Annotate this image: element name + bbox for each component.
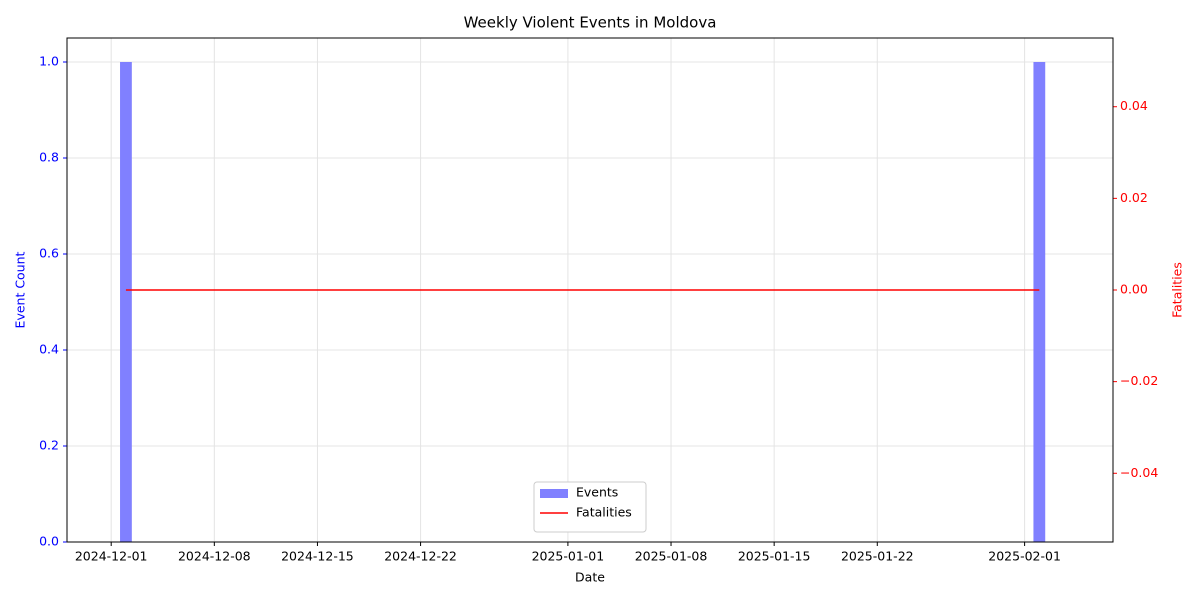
chart-title: Weekly Violent Events in Moldova [464,14,717,32]
y-axis-label: Event Count [13,251,28,328]
y-tick-label: 0.0 [39,534,59,549]
y-tick-label: 0.6 [39,246,59,261]
x-tick-label: 2025-01-15 [738,549,811,564]
x-tick-label: 2025-01-08 [635,549,708,564]
x-tick-label: 2025-01-22 [841,549,914,564]
bar [1033,62,1046,542]
y2-tick-label: 0.00 [1120,282,1148,297]
y-tick-label: 0.8 [39,150,59,165]
legend-label: Events [576,485,618,500]
plot-frame [66,37,1114,543]
x-tick-label: 2024-12-01 [75,549,148,564]
bar [120,62,132,542]
y2-tick-label: −0.04 [1120,465,1158,480]
y2-tick-label: 0.04 [1120,98,1148,113]
x-axis-label: Date [575,570,605,585]
y2-tick-label: −0.02 [1120,373,1158,388]
x-tick-label: 2024-12-15 [281,549,354,564]
y-tick-label: 0.4 [39,342,59,357]
x-tick-label: 2025-01-01 [532,549,605,564]
y2-tick-label: 0.02 [1120,190,1148,205]
legend-label: Fatalities [576,505,632,520]
x-tick-label: 2025-02-01 [988,549,1061,564]
x-tick-label: 2024-12-08 [178,549,251,564]
y-tick-label: 1.0 [39,54,59,69]
x-tick-label: 2024-12-22 [384,549,457,564]
legend-swatch [540,489,568,498]
y-tick-label: 0.2 [39,438,59,453]
y2-axis-label: Fatalities [1170,262,1185,318]
